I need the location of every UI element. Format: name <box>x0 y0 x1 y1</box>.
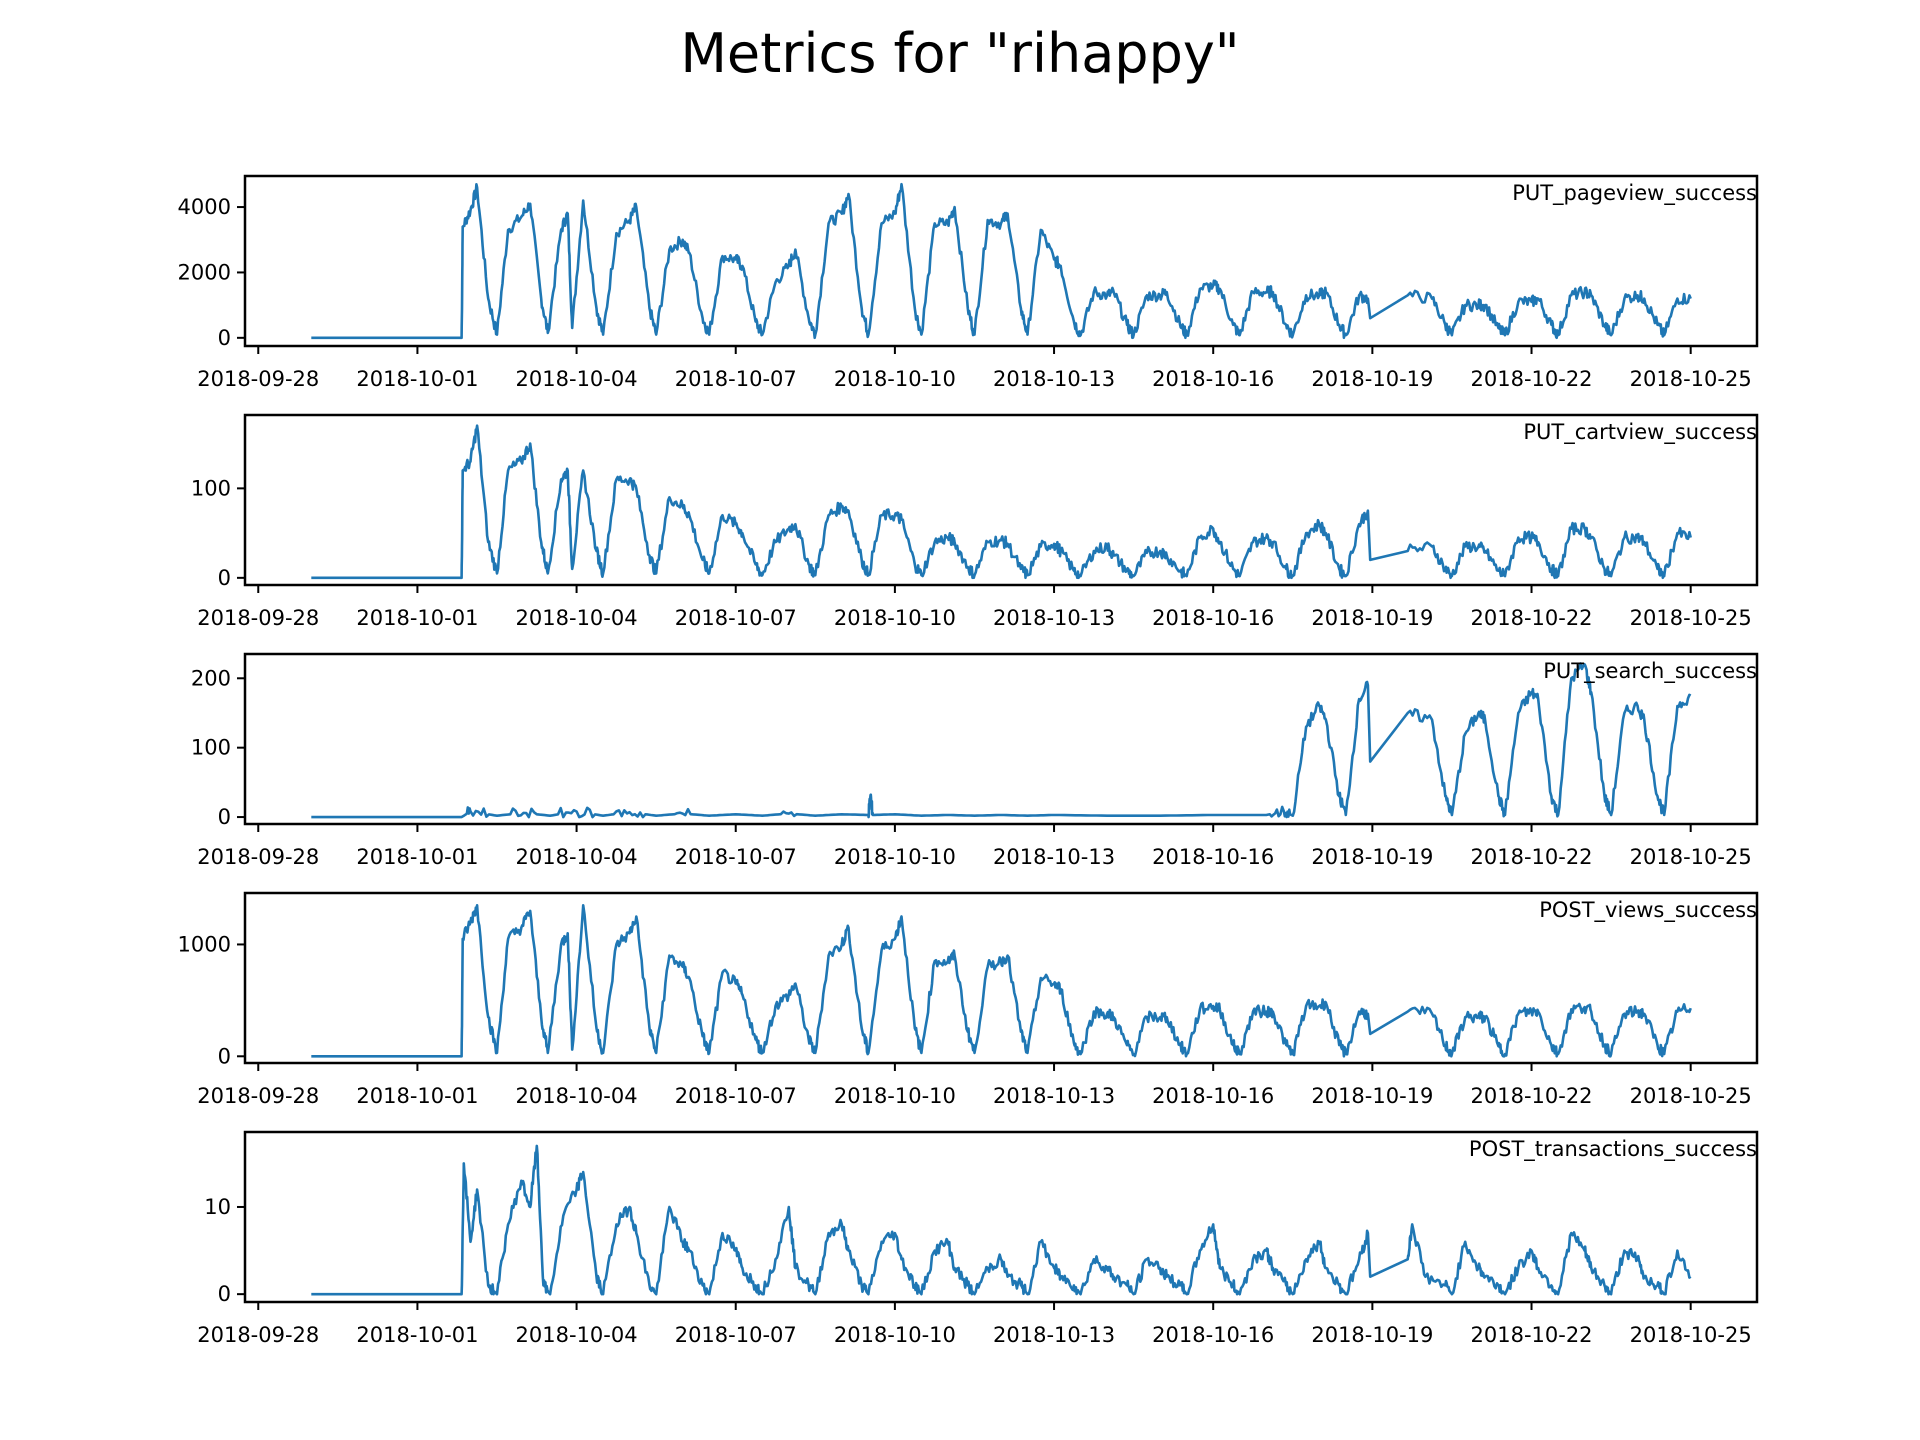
x-tick-label: 2018-10-13 <box>993 367 1115 391</box>
x-tick-label: 2018-10-04 <box>516 1323 638 1347</box>
x-tick-label: 2018-10-13 <box>993 1323 1115 1347</box>
series-label: PUT_cartview_success <box>1523 420 1757 445</box>
series-line <box>311 182 1692 340</box>
series-label: POST_transactions_success <box>1469 1137 1757 1162</box>
x-tick-label: 2018-10-01 <box>356 1323 478 1347</box>
x-tick-label: 2018-09-28 <box>197 367 319 391</box>
series-label: POST_views_success <box>1539 898 1757 923</box>
x-tick-label: 2018-10-10 <box>834 367 956 391</box>
x-tick-label: 2018-10-22 <box>1471 606 1593 630</box>
y-tick-label: 0 <box>218 1282 231 1306</box>
x-tick-label: 2018-10-19 <box>1311 606 1433 630</box>
x-tick-label: 2018-10-25 <box>1630 1084 1752 1108</box>
x-tick-label: 2018-10-07 <box>675 367 797 391</box>
x-tick-label: 2018-10-04 <box>516 845 638 869</box>
x-tick-label: 2018-10-22 <box>1471 1084 1593 1108</box>
axes-frame <box>243 174 1759 348</box>
x-tick-label: 2018-10-04 <box>516 367 638 391</box>
axes-frame <box>243 652 1759 826</box>
x-tick-label: 2018-10-13 <box>993 845 1115 869</box>
x-tick-label: 2018-10-19 <box>1311 845 1433 869</box>
x-tick-label: 2018-10-16 <box>1152 367 1274 391</box>
x-tick-label: 2018-10-01 <box>356 367 478 391</box>
x-tick-label: 2018-10-25 <box>1630 1323 1752 1347</box>
axes-frame <box>243 891 1759 1065</box>
x-tick-label: 2018-10-16 <box>1152 606 1274 630</box>
x-tick-label: 2018-09-28 <box>197 606 319 630</box>
y-tick-label: 100 <box>191 736 231 760</box>
y-tick-label: 0 <box>218 326 231 350</box>
x-tick-label: 2018-10-10 <box>834 606 956 630</box>
series-line <box>311 1144 1692 1296</box>
x-tick-label: 2018-10-25 <box>1630 606 1752 630</box>
x-tick-label: 2018-10-22 <box>1471 1323 1593 1347</box>
series-label: PUT_pageview_success <box>1512 181 1757 206</box>
x-tick-label: 2018-10-04 <box>516 606 638 630</box>
y-tick-label: 4000 <box>178 195 231 219</box>
x-tick-label: 2018-10-25 <box>1630 845 1752 869</box>
x-tick-label: 2018-10-19 <box>1311 1084 1433 1108</box>
y-tick-label: 1000 <box>178 932 231 956</box>
subplot-3: 0 100 200 2018-09-28 2018-10-01 2018-10-04 201… <box>191 652 1759 869</box>
series-label: PUT_search_success <box>1543 659 1757 684</box>
subplot-4: 0 1000 2018-09-28 2018-10-01 2018-10-04 2018-… <box>178 891 1759 1108</box>
x-tick-label: 2018-10-16 <box>1152 1323 1274 1347</box>
x-tick-label: 2018-10-07 <box>675 1084 797 1108</box>
x-tick-label: 2018-10-07 <box>675 606 797 630</box>
x-tick-label: 2018-10-13 <box>993 606 1115 630</box>
subplot-2: 0 100 2018-09-28 2018-10-01 2018-10-04 2018-1… <box>191 413 1759 630</box>
x-tick-label: 2018-10-13 <box>993 1084 1115 1108</box>
y-tick-label: 10 <box>204 1195 231 1219</box>
x-tick-label: 2018-10-22 <box>1471 845 1593 869</box>
x-tick-label: 2018-10-04 <box>516 1084 638 1108</box>
x-tick-label: 2018-09-28 <box>197 1323 319 1347</box>
y-tick-label: 2000 <box>178 260 231 284</box>
x-tick-label: 2018-10-19 <box>1311 1323 1433 1347</box>
x-tick-label: 2018-10-22 <box>1471 367 1593 391</box>
x-tick-label: 2018-10-16 <box>1152 1084 1274 1108</box>
x-tick-label: 2018-10-16 <box>1152 845 1274 869</box>
x-tick-label: 2018-10-01 <box>356 606 478 630</box>
x-tick-label: 2018-10-07 <box>675 1323 797 1347</box>
x-tick-label: 2018-09-28 <box>197 1084 319 1108</box>
y-tick-label: 0 <box>218 566 231 590</box>
x-tick-label: 2018-10-01 <box>356 1084 478 1108</box>
y-tick-label: 0 <box>218 1044 231 1068</box>
x-tick-label: 2018-09-28 <box>197 845 319 869</box>
x-tick-label: 2018-10-07 <box>675 845 797 869</box>
x-tick-label: 2018-10-01 <box>356 845 478 869</box>
subplot-1: 0 2000 4000 2018-09-28 2018-10-01 2018-10-04 2… <box>178 174 1759 391</box>
subplot-5: 0 10 2018-09-28 2018-10-01 2018-10-04 2018-10… <box>197 1130 1759 1347</box>
x-tick-label: 2018-10-10 <box>834 1323 956 1347</box>
series-line <box>311 904 1692 1058</box>
x-tick-label: 2018-10-10 <box>834 1084 956 1108</box>
y-tick-label: 100 <box>191 476 231 500</box>
y-tick-label: 0 <box>218 805 231 829</box>
x-tick-label: 2018-10-19 <box>1311 367 1433 391</box>
x-tick-label: 2018-10-10 <box>834 845 956 869</box>
series-line <box>311 662 1692 819</box>
y-tick-label: 200 <box>191 666 231 690</box>
series-line <box>311 424 1692 580</box>
axes-frame <box>243 413 1759 587</box>
x-tick-label: 2018-10-25 <box>1630 367 1752 391</box>
axes-frame <box>243 1130 1759 1304</box>
figure-title: Metrics for "rihappy" <box>680 22 1239 85</box>
